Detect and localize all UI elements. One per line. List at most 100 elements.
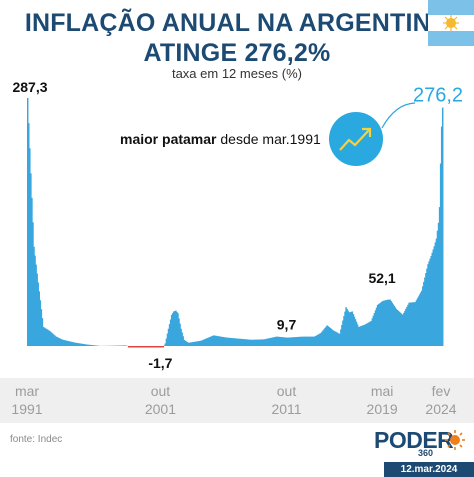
area-bar <box>228 337 231 346</box>
area-bar <box>437 222 440 346</box>
area-bar <box>380 302 382 346</box>
x-tick-month: out <box>150 383 171 399</box>
poder360-logo: PODER 360 <box>374 427 465 461</box>
area-bar <box>185 341 188 346</box>
area-bar <box>324 327 326 346</box>
negative-bar <box>156 346 158 348</box>
area-bar <box>365 323 367 346</box>
area-bar <box>340 329 342 346</box>
area-bar <box>301 336 303 346</box>
area-bar <box>278 336 280 346</box>
x-tick-year: 2024 <box>425 401 457 417</box>
area-bar <box>374 310 377 346</box>
area-bar <box>84 344 87 346</box>
area-bar <box>124 345 127 346</box>
area-bar <box>248 339 251 346</box>
area-bar <box>262 339 264 346</box>
area-bar <box>183 339 185 346</box>
area-bar <box>268 338 271 346</box>
area-bar <box>295 337 298 346</box>
area-bar <box>391 302 394 346</box>
area-bar <box>217 336 219 346</box>
area-bar <box>388 299 390 346</box>
area-bar <box>82 343 85 346</box>
area-bar <box>348 312 350 346</box>
area-bar <box>197 341 199 346</box>
area-bar <box>78 343 80 346</box>
area-bar <box>212 335 215 346</box>
area-bar <box>263 339 265 346</box>
x-tick-month: fev <box>431 383 451 399</box>
negative-bar <box>143 346 146 348</box>
area-bar <box>165 338 168 346</box>
area-bar <box>355 321 358 346</box>
area-bar <box>290 337 293 346</box>
area-bar <box>284 337 286 346</box>
area-bar <box>412 302 415 346</box>
area-bar <box>382 301 384 346</box>
area-bar <box>329 327 332 346</box>
area-bar <box>292 337 295 346</box>
area-bar <box>91 345 93 346</box>
negative-bar <box>152 346 154 348</box>
area-bar <box>171 313 174 346</box>
area-bar <box>347 310 349 346</box>
area-bar <box>342 320 344 346</box>
area-bar <box>224 337 226 346</box>
area-bar <box>38 291 41 346</box>
callout-circle <box>329 112 383 166</box>
area-bar <box>49 330 51 346</box>
area-bar <box>260 339 262 346</box>
area-bar <box>343 316 345 346</box>
area-bar <box>442 107 444 346</box>
negative-bar <box>133 346 135 348</box>
area-bar <box>335 332 338 346</box>
area-bar <box>240 338 242 346</box>
area-bar <box>327 326 329 346</box>
data-label: -1,7 <box>148 355 172 371</box>
area-bar <box>163 345 166 346</box>
area-bar <box>376 304 379 346</box>
publish-date: 12.mar.2024 <box>384 462 474 477</box>
area-bar <box>291 337 294 346</box>
area-bar <box>339 333 341 346</box>
area-bar <box>432 249 434 346</box>
area-bar <box>425 273 427 346</box>
negative-bar <box>137 346 139 348</box>
area-bar <box>410 302 412 346</box>
area-bar <box>274 336 277 346</box>
area-bar <box>253 339 256 346</box>
area-bar <box>245 339 247 346</box>
area-bar <box>189 342 192 346</box>
negative-bar <box>155 346 157 348</box>
area-bar <box>70 341 72 346</box>
area-bar <box>424 277 426 346</box>
area-bar <box>362 325 364 346</box>
area-bar <box>428 261 430 346</box>
area-bar <box>207 337 210 346</box>
negative-bar <box>129 346 132 348</box>
negative-bar <box>145 346 148 348</box>
area-bar <box>341 325 343 346</box>
area-bar <box>367 322 369 346</box>
area-bar <box>326 325 328 346</box>
area-bar <box>204 338 207 346</box>
area-bar <box>277 336 279 346</box>
area-bar <box>220 336 222 346</box>
area-bar <box>238 338 240 346</box>
area-bar <box>195 341 197 346</box>
area-bar <box>267 338 270 346</box>
negative-bar <box>147 346 150 348</box>
area-bar <box>316 334 319 346</box>
area-bar <box>289 337 292 346</box>
area-bar <box>276 336 278 346</box>
area-bar <box>95 345 97 346</box>
area-bar <box>319 333 321 346</box>
area-bar <box>364 324 366 346</box>
area-bar <box>283 337 285 346</box>
area-bar <box>206 338 209 346</box>
source-note: fonte: Indec <box>10 434 63 445</box>
negative-bar <box>146 346 149 348</box>
area-bar <box>77 343 79 346</box>
